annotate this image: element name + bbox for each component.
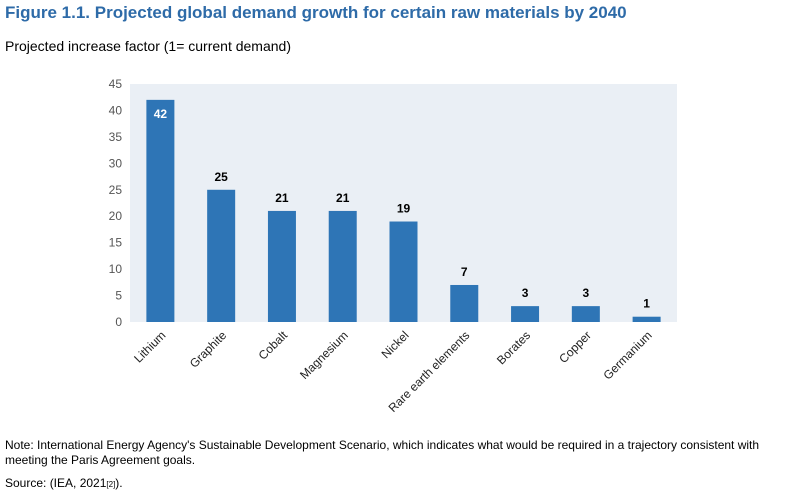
x-tick-label: Nickel	[379, 328, 412, 361]
figure-source: Source: (IEA, 2021[2]).	[5, 476, 123, 490]
data-label: 42	[154, 107, 168, 121]
x-tick-label: Copper	[556, 328, 594, 366]
y-tick-label: 15	[109, 236, 123, 250]
bar-lithium	[146, 99, 175, 322]
data-label: 21	[336, 191, 350, 205]
data-label: 25	[214, 170, 228, 184]
bar-chart: 0 5 10 15 20 25 30 35 40 45 42 25 21 21 19 7 3 3 1 Lithiu…	[109, 77, 677, 415]
bar-nickel	[389, 221, 418, 322]
bar-magnesium	[328, 210, 357, 322]
bar-germanium	[632, 316, 661, 322]
data-label: 7	[461, 265, 468, 279]
y-tick-label: 25	[109, 183, 123, 197]
bar-copper	[571, 306, 600, 322]
y-tick-label: 40	[109, 103, 123, 117]
y-tick-label: 10	[109, 262, 123, 276]
x-tick-label: Germanium	[601, 328, 655, 382]
x-tick-label: Borates	[494, 328, 533, 367]
x-tick-label: Graphite	[187, 328, 230, 371]
data-label: 1	[643, 297, 650, 311]
data-label: 21	[275, 191, 289, 205]
source-suffix: ).	[115, 476, 123, 490]
y-axis: 0 5 10 15 20 25 30 35 40 45	[109, 77, 123, 329]
y-tick-label: 45	[109, 77, 123, 91]
x-tick-label: Lithium	[131, 328, 168, 365]
source-reference[interactable]: [2]	[106, 480, 116, 489]
bar-graphite	[207, 189, 236, 322]
figure-subtitle: Projected increase factor (1= current de…	[5, 38, 291, 54]
bar-cobalt	[267, 210, 296, 322]
figure-note: Note: International Energy Agency's Sust…	[5, 438, 760, 467]
x-tick-label: Magnesium	[297, 328, 351, 382]
y-tick-label: 5	[115, 289, 122, 303]
bar-rare-earth-elements	[450, 284, 479, 322]
data-label: 3	[582, 286, 589, 300]
figure-title: Figure 1.1. Projected global demand grow…	[5, 3, 627, 22]
x-axis: Lithium Graphite Cobalt Magnesium NickelRare…	[131, 328, 654, 415]
bar-borates	[511, 306, 540, 322]
y-tick-label: 30	[109, 156, 123, 170]
y-tick-label: 35	[109, 130, 123, 144]
source-text: Source: (IEA, 2021	[5, 476, 107, 490]
data-label: 19	[397, 202, 411, 216]
data-label: 3	[522, 286, 529, 300]
bar-series: 42 25 21 21 19 7 3 3 1	[146, 99, 661, 322]
x-tick-label: Cobalt	[256, 328, 291, 363]
y-tick-label: 20	[109, 209, 123, 223]
y-tick-label: 0	[115, 315, 122, 329]
